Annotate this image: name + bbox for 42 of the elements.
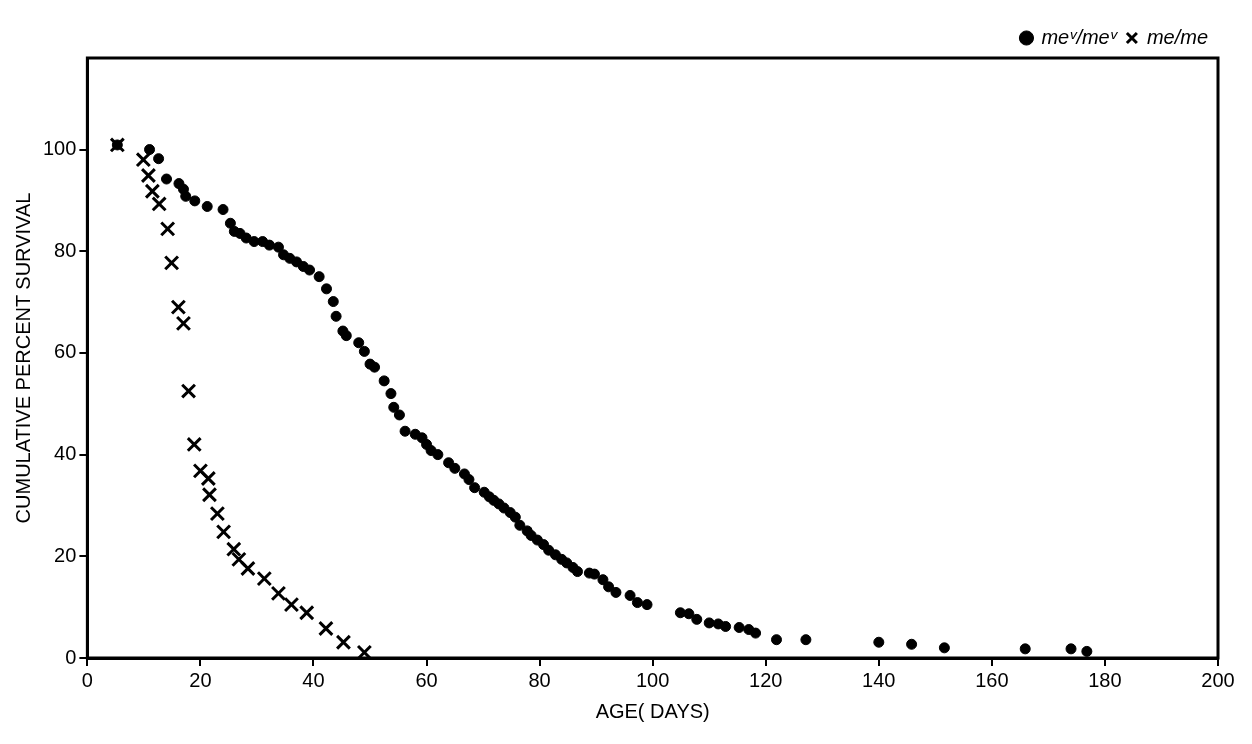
point [163, 255, 180, 271]
y-tick-label: 100 [42, 137, 77, 160]
point [192, 463, 209, 479]
y-tick-label: 80 [54, 238, 77, 261]
point [270, 585, 287, 602]
point [180, 383, 197, 399]
x-tick-label: 80 [528, 668, 551, 691]
y-tick-label: 0 [65, 645, 77, 668]
x-axis-title: AGE( DAYS) [595, 699, 710, 722]
x-tick-label: 120 [749, 668, 783, 691]
point [215, 524, 232, 540]
x-tick-label: 60 [415, 668, 438, 691]
point [318, 620, 334, 637]
point [151, 196, 168, 212]
x-tick-label: 0 [81, 668, 93, 691]
legend-label: me/me [1146, 25, 1208, 48]
point [225, 541, 242, 558]
point [283, 596, 300, 613]
y-axis-title: CUMULATIVE PERCENT SURVIVAL [11, 192, 34, 524]
point [240, 560, 256, 577]
y-tick-label: 40 [54, 442, 77, 465]
point [256, 570, 273, 587]
y-tick-label: 60 [54, 340, 77, 363]
y-tick-label: 20 [54, 543, 77, 566]
point [135, 151, 152, 168]
point [170, 299, 187, 316]
point [335, 634, 352, 651]
x-tick-label: 40 [302, 668, 325, 691]
x-tick-label: 160 [975, 668, 1009, 691]
legend-label: meᵛ/meᵛ [1041, 25, 1119, 48]
point [209, 505, 226, 522]
point [175, 315, 192, 332]
x-tick-label: 180 [1088, 668, 1122, 691]
point [186, 436, 203, 453]
point [298, 604, 315, 621]
point [231, 551, 247, 568]
x-tick-label: 140 [862, 668, 896, 691]
point [159, 220, 176, 237]
x-tick-label: 200 [1201, 668, 1235, 691]
x-tick-label: 20 [189, 668, 212, 691]
x-tick-label: 100 [636, 668, 670, 691]
point [356, 644, 373, 658]
